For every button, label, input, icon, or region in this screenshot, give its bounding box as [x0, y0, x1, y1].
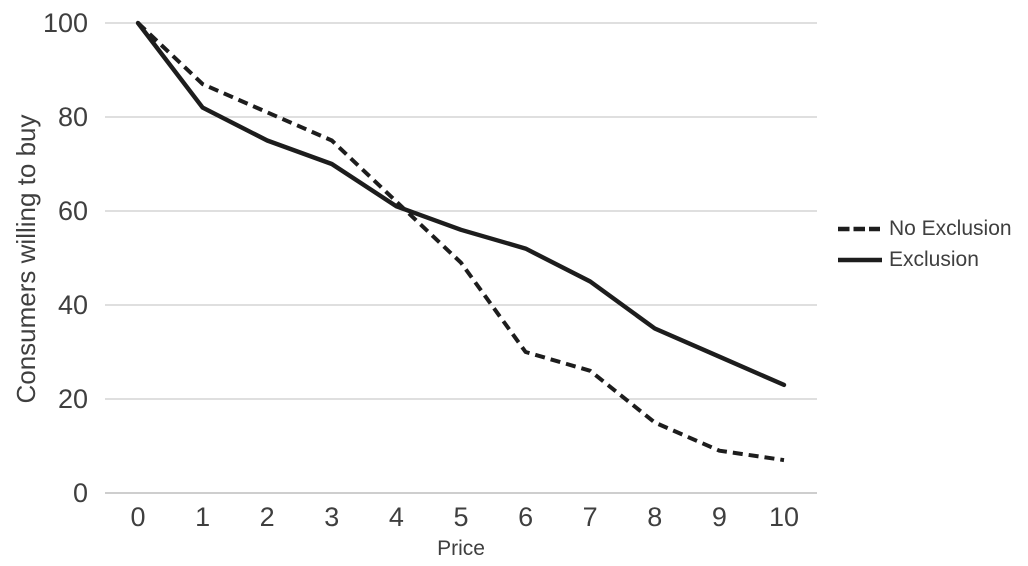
- legend-item-exclusion: Exclusion: [836, 244, 1012, 275]
- y-axis-title: Consumers willing to buy: [11, 114, 41, 404]
- y-tick-label: 0: [72, 478, 88, 508]
- series-line-no-exclusion: [136, 21, 785, 463]
- x-tick-label: 6: [518, 502, 534, 532]
- legend-label-no-exclusion: No Exclusion: [889, 216, 1012, 240]
- x-tick-label: 4: [388, 502, 404, 532]
- solid-line-icon: [838, 257, 882, 262]
- y-tick-label: 20: [57, 384, 88, 414]
- x-tick-label: 8: [647, 502, 663, 532]
- x-tick-label: 7: [582, 502, 598, 532]
- dashed-line-icon: [838, 226, 880, 231]
- x-tick-label: 1: [195, 502, 211, 532]
- series-line-exclusion: [135, 20, 787, 388]
- x-tick-label: 0: [130, 502, 146, 532]
- y-tick-label: 40: [57, 290, 88, 320]
- x-tick-label: 5: [453, 502, 469, 532]
- legend: No Exclusion Exclusion: [836, 213, 1012, 275]
- x-tick-label: 9: [711, 502, 727, 532]
- y-tick-label: 100: [42, 8, 88, 38]
- x-axis-title: Price: [437, 537, 485, 560]
- legend-label-exclusion: Exclusion: [889, 247, 979, 271]
- x-tick-label: 3: [324, 502, 340, 532]
- x-tick-label: 2: [259, 502, 275, 532]
- x-tick-label: 10: [768, 502, 800, 532]
- y-tick-label: 60: [57, 196, 88, 226]
- legend-item-no-exclusion: No Exclusion: [836, 213, 1012, 244]
- y-tick-label: 80: [57, 102, 88, 132]
